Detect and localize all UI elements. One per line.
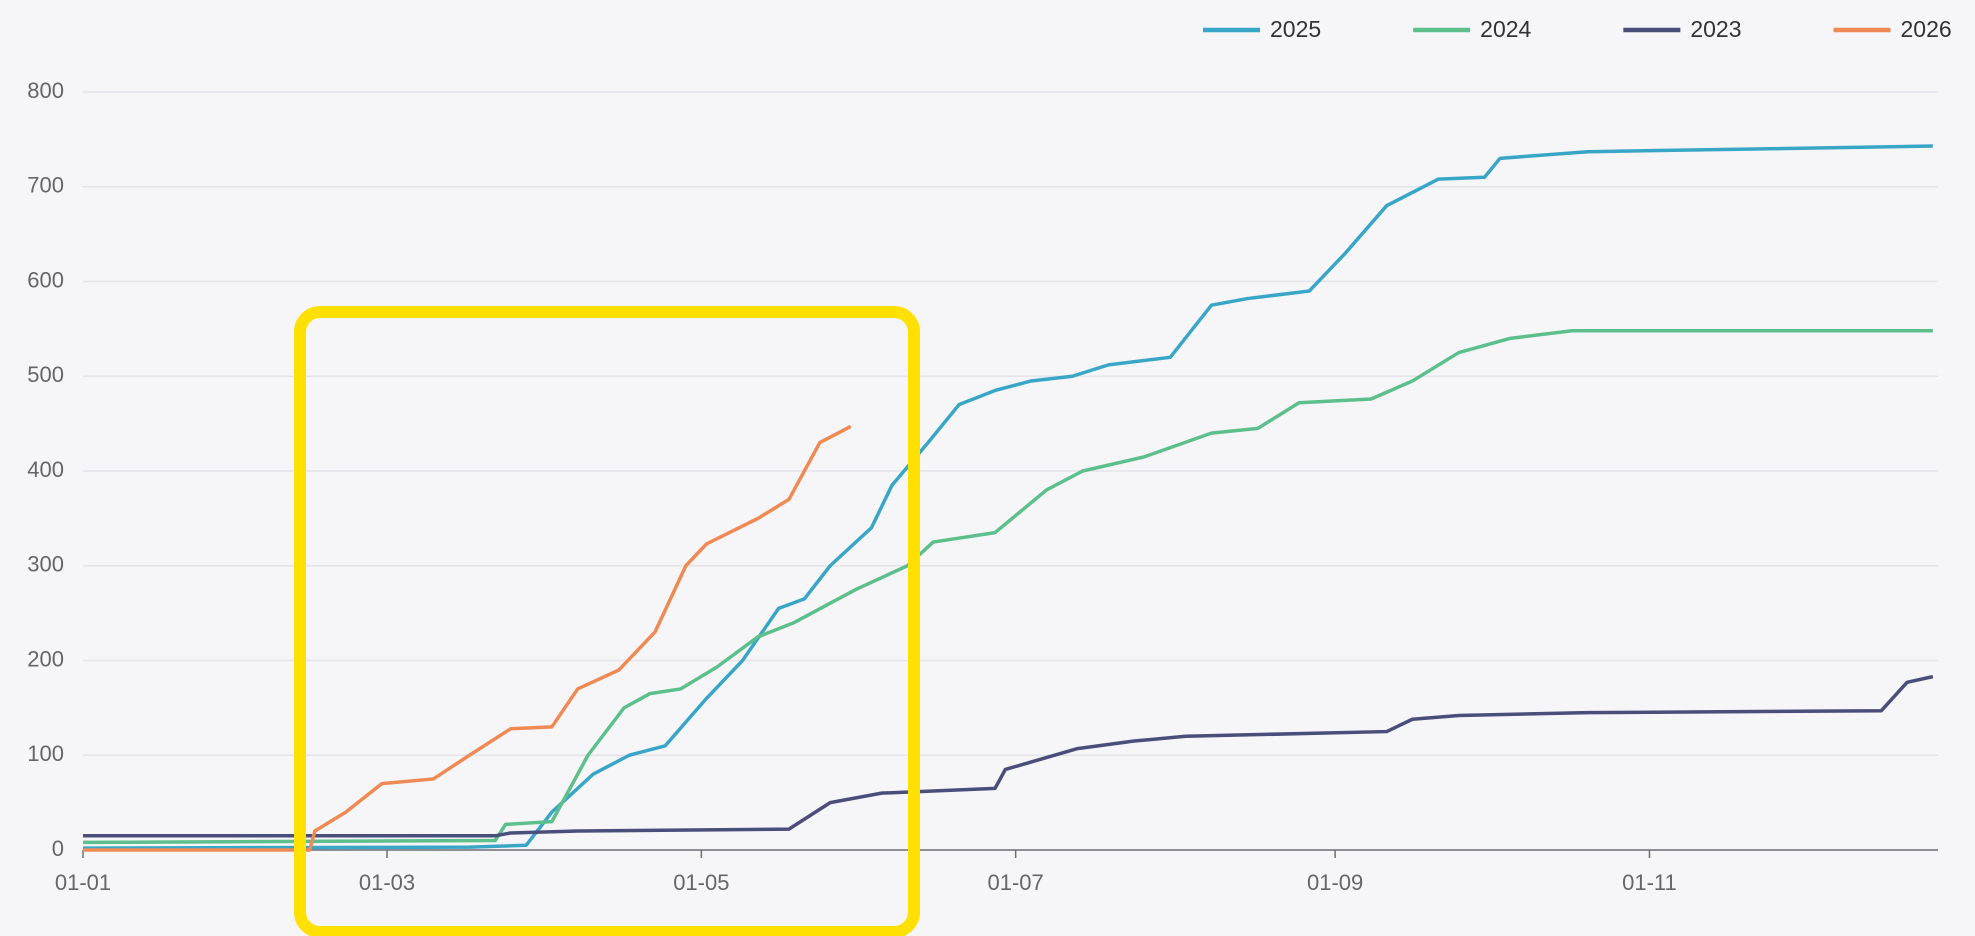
series-line bbox=[82, 329, 1933, 845]
legend-label: 2025 bbox=[1270, 16, 1321, 42]
legend: 2025202420232026AllInv bbox=[1203, 16, 1952, 42]
y-tick-label: 200 bbox=[27, 646, 64, 671]
series-line bbox=[82, 144, 1933, 850]
x-tick-label: 01-09 bbox=[1307, 870, 1363, 895]
legend-label: 2023 bbox=[1690, 16, 1741, 42]
legend-item[interactable]: 2026 bbox=[1833, 16, 1952, 42]
legend-item[interactable]: 2025 bbox=[1203, 16, 1321, 42]
grid: 0 100 200 300 400 500 600 700 800 01-01 01-03 01-05… bbox=[27, 78, 1938, 895]
y-tick-label: 500 bbox=[27, 362, 64, 387]
x-tick-label: 01-11 bbox=[1622, 870, 1677, 895]
y-tick-label: 100 bbox=[27, 741, 64, 766]
y-tick-label: 300 bbox=[27, 552, 64, 577]
legend-label: 2026 bbox=[1901, 16, 1952, 42]
y-tick-label: 600 bbox=[27, 267, 64, 292]
legend-item[interactable]: 2023 bbox=[1623, 16, 1742, 42]
plot-area bbox=[82, 144, 1934, 852]
highlight-box bbox=[294, 306, 920, 936]
y-tick-label: 400 bbox=[27, 457, 64, 482]
y-tick-label: 0 bbox=[52, 836, 64, 861]
legend-label: 2024 bbox=[1480, 16, 1531, 42]
x-tick-label: 01-07 bbox=[988, 870, 1044, 895]
x-tick-label: 01-05 bbox=[673, 870, 729, 895]
x-tick-label: 01-03 bbox=[359, 870, 415, 895]
y-tick-label: 700 bbox=[27, 173, 64, 198]
series-line bbox=[83, 424, 852, 852]
legend-item[interactable]: 2024 bbox=[1413, 16, 1532, 42]
x-tick-label: 01-01 bbox=[55, 870, 111, 895]
series-line bbox=[83, 674, 1934, 838]
y-tick-label: 800 bbox=[27, 78, 64, 103]
